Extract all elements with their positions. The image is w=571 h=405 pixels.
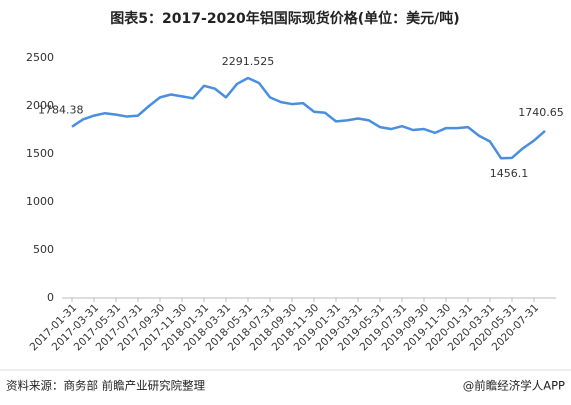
data-label: 1784.38 bbox=[38, 104, 84, 117]
y-tick-label: 0 bbox=[47, 291, 54, 304]
y-tick-label: 1000 bbox=[26, 195, 54, 208]
source: 资料来源：商务部 前瞻产业研究院整理 bbox=[6, 379, 206, 393]
y-tick-label: 2500 bbox=[26, 51, 54, 64]
credit: @前瞻经济学人APP bbox=[463, 379, 565, 393]
data-label: 1456.1 bbox=[490, 167, 529, 180]
line bbox=[71, 76, 546, 160]
data-label: 1740.65 bbox=[518, 106, 564, 119]
chart-title: 图表5：2017-2020年铝国际现货价格(单位：美元/吨) bbox=[110, 10, 459, 27]
y-tick-label: 500 bbox=[33, 243, 54, 256]
y-tick-label: 2000 bbox=[26, 99, 54, 112]
y-tick-label: 1500 bbox=[26, 147, 54, 160]
data-label: 2291.525 bbox=[222, 55, 275, 68]
